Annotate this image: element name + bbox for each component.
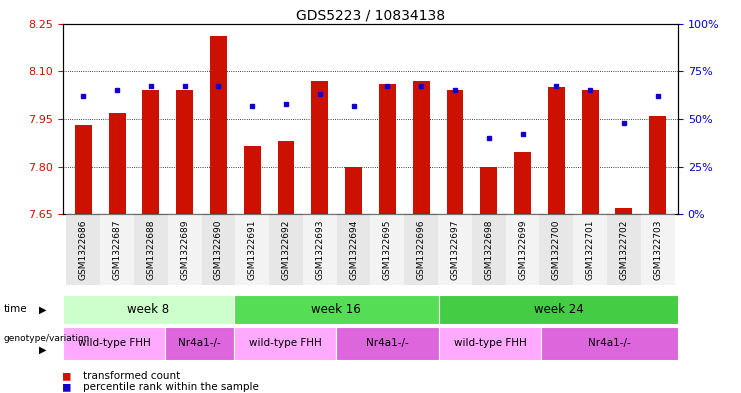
Bar	[63, 327, 165, 360]
Text: Nr4a1-/-: Nr4a1-/-	[179, 338, 221, 349]
Text: GSM1322689: GSM1322689	[180, 220, 189, 280]
Text: GSM1322694: GSM1322694	[349, 220, 358, 280]
Bar	[505, 214, 539, 285]
Text: GSM1322696: GSM1322696	[416, 220, 425, 280]
Text: ▶: ▶	[39, 345, 46, 355]
Text: ■: ■	[63, 369, 70, 383]
Bar	[63, 295, 234, 324]
Bar	[167, 214, 202, 285]
Bar	[607, 214, 641, 285]
Text: percentile rank within the sample: percentile rank within the sample	[83, 382, 259, 392]
Text: GSM1322698: GSM1322698	[485, 220, 494, 280]
Text: ▶: ▶	[39, 305, 46, 314]
Bar	[539, 214, 574, 285]
Text: ■: ■	[63, 380, 70, 393]
Title: GDS5223 / 10834138: GDS5223 / 10834138	[296, 8, 445, 22]
Bar	[472, 214, 505, 285]
Text: GSM1322699: GSM1322699	[518, 220, 527, 280]
Bar	[234, 295, 439, 324]
Bar	[109, 112, 125, 214]
Bar	[438, 214, 472, 285]
Bar	[234, 327, 336, 360]
Text: Nr4a1-/-: Nr4a1-/-	[366, 338, 409, 349]
Bar	[210, 36, 227, 214]
Bar	[574, 214, 607, 285]
Text: GSM1322697: GSM1322697	[451, 220, 459, 280]
Bar	[336, 214, 370, 285]
Bar	[548, 87, 565, 214]
Text: GSM1322686: GSM1322686	[79, 220, 87, 280]
Bar	[311, 81, 328, 214]
Text: wild-type FHH: wild-type FHH	[453, 338, 526, 349]
Text: genotype/variation: genotype/variation	[4, 334, 90, 343]
Bar	[413, 81, 430, 214]
Text: week 24: week 24	[534, 303, 583, 316]
Bar	[480, 167, 497, 214]
Bar	[100, 214, 134, 285]
Text: GSM1322692: GSM1322692	[282, 220, 290, 280]
Text: GSM1322701: GSM1322701	[585, 220, 595, 280]
Bar	[142, 90, 159, 214]
Bar	[236, 214, 269, 285]
Bar	[514, 152, 531, 214]
Text: GSM1322700: GSM1322700	[552, 220, 561, 280]
Text: wild-type FHH: wild-type FHH	[249, 338, 322, 349]
Bar	[176, 90, 193, 214]
Bar	[269, 214, 303, 285]
Text: wild-type FHH: wild-type FHH	[78, 338, 150, 349]
Bar	[439, 327, 542, 360]
Bar	[134, 214, 167, 285]
Bar	[616, 208, 632, 214]
Bar	[405, 214, 438, 285]
Bar	[336, 327, 439, 360]
Bar	[278, 141, 294, 214]
Text: transformed count: transformed count	[83, 371, 180, 381]
Text: GSM1322702: GSM1322702	[619, 220, 628, 280]
Bar	[542, 327, 678, 360]
Text: week 16: week 16	[311, 303, 361, 316]
Text: GSM1322691: GSM1322691	[247, 220, 256, 280]
Bar	[649, 116, 666, 214]
Bar	[447, 90, 463, 214]
Bar	[67, 214, 100, 285]
Text: GSM1322695: GSM1322695	[383, 220, 392, 280]
Bar	[439, 295, 678, 324]
Bar	[641, 214, 674, 285]
Text: GSM1322687: GSM1322687	[113, 220, 122, 280]
Bar	[165, 327, 234, 360]
Text: week 8: week 8	[127, 303, 170, 316]
Bar	[303, 214, 336, 285]
Text: time: time	[4, 305, 27, 314]
Bar	[582, 90, 599, 214]
Bar	[379, 84, 396, 214]
Text: GSM1322693: GSM1322693	[316, 220, 325, 280]
Text: Nr4a1-/-: Nr4a1-/-	[588, 338, 631, 349]
Bar	[345, 167, 362, 214]
Bar	[370, 214, 405, 285]
Bar	[202, 214, 236, 285]
Text: GSM1322703: GSM1322703	[654, 220, 662, 280]
Bar	[244, 146, 261, 214]
Text: GSM1322690: GSM1322690	[214, 220, 223, 280]
Text: GSM1322688: GSM1322688	[146, 220, 156, 280]
Bar	[75, 125, 92, 214]
